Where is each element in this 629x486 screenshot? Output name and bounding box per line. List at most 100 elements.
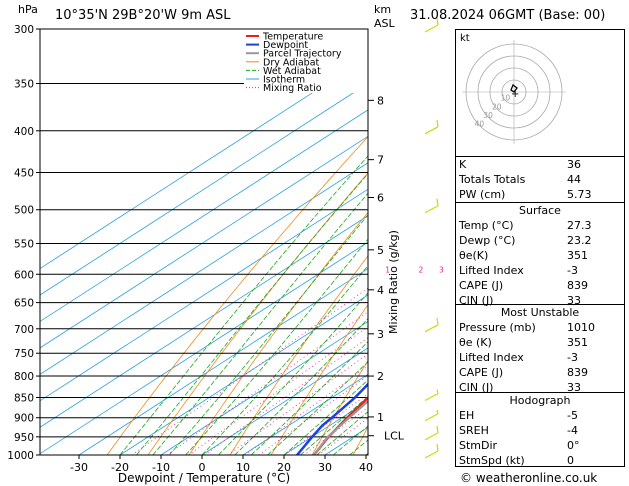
dry-adiabat-line bbox=[311, 359, 368, 455]
surface-label: Lifted Index bbox=[459, 264, 524, 277]
pressure-tick-label: 400 bbox=[14, 126, 34, 138]
hodograph-trace bbox=[510, 83, 518, 93]
most-unstable-table: Most Unstable Pressure (mb) 1010 θe (K) 351… bbox=[455, 304, 625, 395]
km-tick-label: 3 bbox=[377, 328, 384, 341]
hodograph-kt-label: kt bbox=[460, 33, 470, 44]
wind-barb bbox=[424, 198, 439, 214]
surface-label: CIN (J) bbox=[459, 294, 494, 307]
wind-barb bbox=[424, 389, 439, 402]
wet-adiabat-line bbox=[283, 379, 368, 455]
pressure-tick-label: 850 bbox=[14, 392, 34, 404]
temperature-tick-label: 20 bbox=[277, 461, 291, 474]
wind-barb bbox=[424, 317, 439, 333]
km-tick-label: 4 bbox=[377, 284, 384, 297]
hodograph-table: Hodograph EH -5 SREH -4 StmDir 0° StmSpd (kt) 0 bbox=[455, 392, 625, 467]
pressure-tick-label: 450 bbox=[14, 167, 34, 179]
pressure-tick-label: 700 bbox=[14, 324, 34, 336]
most-unstable-title: Most Unstable bbox=[500, 306, 580, 319]
index-row: K 36 bbox=[456, 157, 624, 172]
pressure-tick-label: 550 bbox=[14, 238, 34, 250]
temperature-profile bbox=[312, 395, 368, 455]
most-unstable-label: CIN (J) bbox=[459, 381, 494, 394]
hodograph-value: -5 bbox=[567, 409, 578, 422]
most-unstable-row: Lifted Index -3 bbox=[456, 350, 624, 365]
hodograph-label: StmDir bbox=[459, 439, 498, 452]
km-tick-label: 1 bbox=[377, 411, 384, 424]
most-unstable-label: θe (K) bbox=[459, 336, 492, 349]
pressure-tick-label: 800 bbox=[14, 371, 34, 383]
wet-adiabat-line bbox=[250, 341, 368, 455]
index-row: PW (cm) 5.73 bbox=[456, 187, 624, 202]
surface-value: 351 bbox=[567, 249, 588, 262]
hodograph-ring-label: 30 bbox=[483, 111, 493, 120]
datetime-label: 31.08.2024 06GMT (Base: 00) bbox=[410, 8, 606, 23]
legend-label: Mixing Ratio bbox=[263, 83, 322, 94]
wind-barb bbox=[424, 409, 439, 422]
surface-row: Dewp (°C) 23.2 bbox=[456, 233, 624, 248]
isotherm-line bbox=[160, 320, 368, 455]
pressure-tick-label: 500 bbox=[14, 205, 34, 217]
surface-value: 33 bbox=[567, 294, 581, 307]
legend-label: Dry Adiabat bbox=[263, 57, 320, 68]
hodograph-ring-label: 20 bbox=[492, 102, 502, 111]
wet-adiabat-line bbox=[119, 155, 368, 455]
most-unstable-value: 33 bbox=[567, 381, 581, 394]
temperature-tick-label: 0 bbox=[199, 461, 206, 474]
hodograph-row: StmSpd (kt) 0 bbox=[456, 453, 624, 468]
surface-value: -3 bbox=[567, 264, 578, 277]
wet-adiabat-line bbox=[267, 361, 368, 455]
hodograph-label: StmSpd (kt) bbox=[459, 454, 525, 467]
y-axis-title: Mixing Ratio (g/kg) bbox=[387, 230, 400, 334]
isotherm-line bbox=[78, 268, 368, 455]
dewpoint-profile bbox=[296, 382, 368, 455]
wind-barb bbox=[424, 443, 439, 459]
isotherm-line bbox=[242, 373, 368, 455]
surface-label: Dewp (°C) bbox=[459, 234, 516, 247]
temperature-tick-label: -30 bbox=[70, 461, 88, 474]
km-tick-label: 5 bbox=[377, 244, 384, 257]
surface-table: Surface Temp (°C) 27.3 Dewp (°C) 23.2 θe(K) 3… bbox=[455, 202, 625, 307]
wind-barb bbox=[424, 425, 439, 441]
isotherm-line bbox=[40, 188, 368, 402]
legend-label: Temperature bbox=[262, 32, 323, 43]
most-unstable-value: -3 bbox=[567, 351, 578, 364]
index-value: 5.73 bbox=[567, 188, 592, 201]
dry-adiabat-line bbox=[394, 29, 450, 455]
surface-label: Temp (°C) bbox=[459, 219, 514, 232]
most-unstable-label: Lifted Index bbox=[459, 351, 524, 364]
asl-label: ASL bbox=[374, 17, 395, 30]
index-label: Totals Totals bbox=[459, 173, 526, 186]
mixing-ratio-label: 3 bbox=[439, 265, 444, 274]
surface-title: Surface bbox=[519, 204, 561, 217]
most-unstable-label: Pressure (mb) bbox=[459, 321, 536, 334]
hodograph-value: 0 bbox=[567, 454, 574, 467]
location-label: 10°35'N 29B°20'W 9m ASL bbox=[55, 8, 231, 23]
isotherm-line bbox=[40, 162, 368, 375]
hodograph-value: 0° bbox=[567, 439, 580, 452]
most-unstable-row: CAPE (J) 839 bbox=[456, 365, 624, 380]
surface-value: 27.3 bbox=[567, 219, 592, 232]
most-unstable-row: CIN (J) 33 bbox=[456, 380, 624, 395]
legend-label: Isotherm bbox=[263, 75, 305, 86]
pressure-tick-label: 750 bbox=[14, 348, 34, 360]
km-tick-label: 2 bbox=[377, 370, 384, 383]
footer-credit: © weatheronline.co.uk bbox=[460, 471, 598, 485]
surface-row: Temp (°C) 27.3 bbox=[456, 218, 624, 233]
temperature-tick-label: -10 bbox=[152, 461, 170, 474]
mixing-ratio-label: 2 bbox=[418, 265, 423, 274]
most-unstable-row: θe (K) 351 bbox=[456, 335, 624, 350]
legend-label: Parcel Trajectory bbox=[263, 49, 342, 60]
isotherm-line bbox=[407, 29, 450, 455]
isotherm-line bbox=[40, 241, 368, 455]
hodograph-ring-label: 10 bbox=[501, 94, 511, 103]
indices-table: K 36 Totals Totals 44 PW (cm) 5.73 bbox=[455, 156, 625, 203]
hodograph-ring-label: 40 bbox=[475, 120, 485, 129]
temperature-tick-label: 30 bbox=[318, 461, 332, 474]
hodograph-value: -4 bbox=[567, 424, 578, 437]
hodograph-row: SREH -4 bbox=[456, 423, 624, 438]
hodograph-row: EH -5 bbox=[456, 408, 624, 423]
isotherm-line bbox=[201, 347, 368, 455]
isotherm-line bbox=[40, 82, 368, 296]
pressure-tick-label: 300 bbox=[14, 24, 34, 36]
temperature-tick-label: 10 bbox=[236, 461, 250, 474]
